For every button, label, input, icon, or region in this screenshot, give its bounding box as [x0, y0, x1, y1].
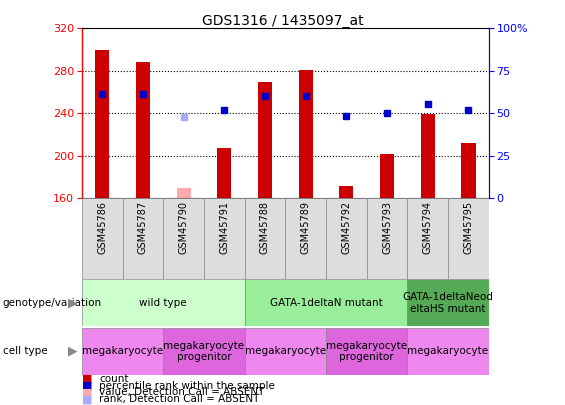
Bar: [136, 62, 150, 198]
Text: GSM45786: GSM45786: [97, 201, 107, 254]
Text: GSM45788: GSM45788: [260, 201, 270, 254]
Text: value, Detection Call = ABSENT: value, Detection Call = ABSENT: [99, 388, 264, 397]
Text: ▶: ▶: [68, 345, 77, 358]
Text: ■: ■: [82, 394, 93, 404]
Bar: [407, 279, 489, 326]
Text: GSM45792: GSM45792: [341, 201, 351, 254]
Text: GDS1316 / 1435097_at: GDS1316 / 1435097_at: [202, 14, 363, 28]
Bar: [217, 149, 232, 198]
Text: GSM45791: GSM45791: [219, 201, 229, 254]
Bar: [82, 198, 123, 279]
Bar: [245, 198, 285, 279]
Bar: [461, 143, 476, 198]
Bar: [420, 115, 435, 198]
Bar: [123, 198, 163, 279]
Bar: [285, 198, 326, 279]
Bar: [339, 185, 354, 198]
Bar: [258, 81, 272, 198]
Text: ▶: ▶: [68, 296, 77, 309]
Bar: [163, 328, 245, 375]
Text: percentile rank within the sample: percentile rank within the sample: [99, 381, 275, 390]
Text: cell type: cell type: [3, 346, 47, 356]
Text: ■: ■: [82, 388, 93, 397]
Bar: [298, 70, 313, 198]
Text: megakaryocyte: megakaryocyte: [245, 346, 326, 356]
Text: genotype/variation: genotype/variation: [3, 298, 102, 308]
Text: megakaryocyte
progenitor: megakaryocyte progenitor: [326, 341, 407, 362]
Text: wild type: wild type: [140, 298, 187, 308]
Bar: [326, 328, 407, 375]
Bar: [82, 279, 245, 326]
Text: ■: ■: [82, 381, 93, 390]
Bar: [245, 279, 407, 326]
Bar: [367, 198, 407, 279]
Text: count: count: [99, 374, 128, 384]
Bar: [95, 50, 110, 198]
Text: GSM45795: GSM45795: [463, 201, 473, 254]
Text: ■: ■: [82, 374, 93, 384]
Text: rank, Detection Call = ABSENT: rank, Detection Call = ABSENT: [99, 394, 259, 404]
Text: megakaryocyte: megakaryocyte: [407, 346, 489, 356]
Bar: [448, 198, 489, 279]
Text: GSM45789: GSM45789: [301, 201, 311, 254]
Text: megakaryocyte: megakaryocyte: [82, 346, 163, 356]
Text: GATA-1deltaN mutant: GATA-1deltaN mutant: [270, 298, 383, 308]
Bar: [204, 198, 245, 279]
Bar: [176, 188, 191, 198]
Text: GSM45790: GSM45790: [179, 201, 189, 254]
Text: GSM45793: GSM45793: [382, 201, 392, 254]
Text: GATA-1deltaNeod
eltaHS mutant: GATA-1deltaNeod eltaHS mutant: [403, 292, 493, 313]
Bar: [326, 198, 367, 279]
Bar: [163, 198, 204, 279]
Bar: [407, 198, 448, 279]
Bar: [82, 328, 163, 375]
Bar: [380, 154, 394, 198]
Bar: [245, 328, 326, 375]
Bar: [407, 328, 489, 375]
Text: megakaryocyte
progenitor: megakaryocyte progenitor: [163, 341, 245, 362]
Text: GSM45794: GSM45794: [423, 201, 433, 254]
Text: GSM45787: GSM45787: [138, 201, 148, 254]
